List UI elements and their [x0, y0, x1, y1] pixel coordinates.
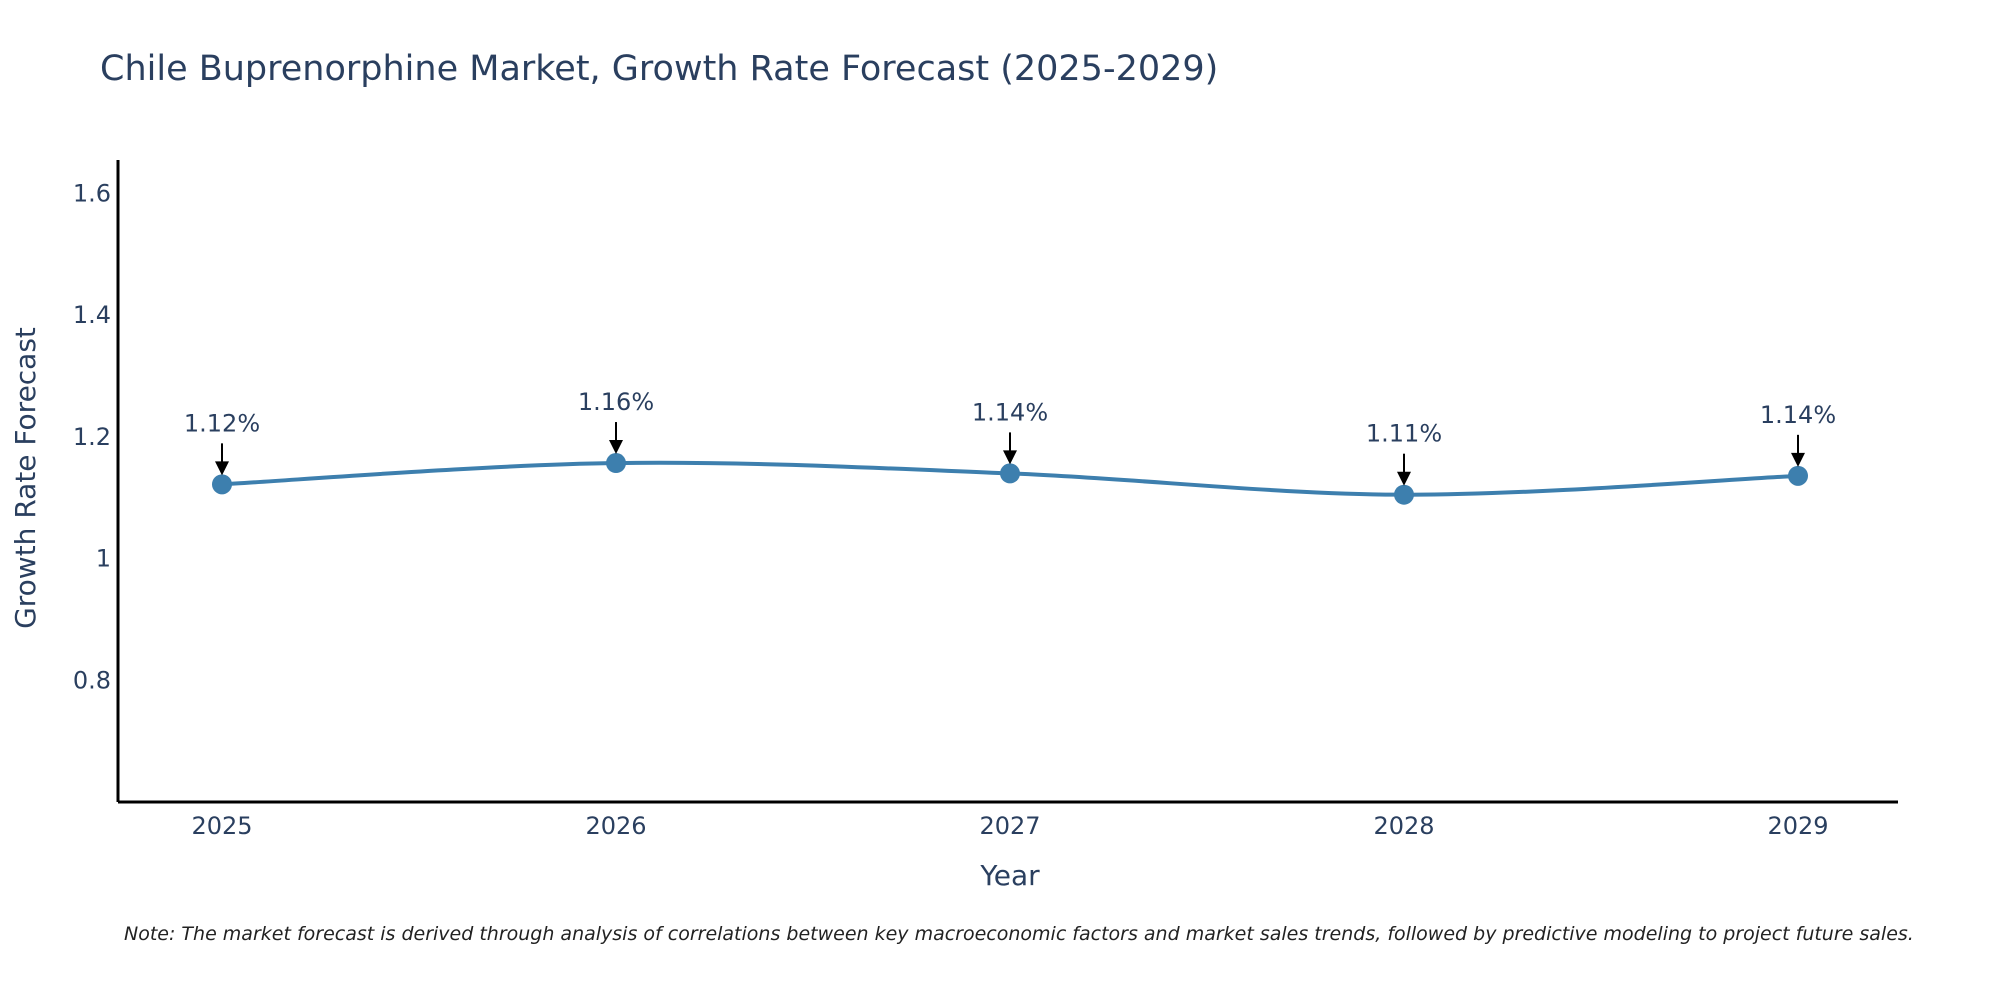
y-tick-label: 1.4 [73, 301, 111, 329]
y-tick-label: 0.8 [73, 666, 111, 694]
footnote: Note: The market forecast is derived thr… [124, 923, 1914, 945]
annotation-arrow-head [1003, 450, 1017, 465]
x-tick-label: 2028 [1373, 812, 1434, 840]
x-axis-ticks: 2025 2026 2027 2028 2029 [191, 812, 1828, 840]
data-point [212, 474, 232, 495]
annotation-arrow-head [609, 440, 623, 455]
annotation-arrow-head [1791, 452, 1805, 467]
y-axis-title: Growth Rate Forecast [9, 327, 42, 629]
data-label: 1.14% [1760, 401, 1836, 429]
y-tick-label: 1.6 [73, 179, 111, 207]
x-tick-label: 2026 [585, 812, 646, 840]
y-tick-label: 1.2 [73, 423, 111, 451]
data-label: 1.14% [972, 398, 1048, 426]
y-tick-label: 1 [96, 545, 111, 573]
data-point [1000, 463, 1020, 484]
x-axis-title: Year [979, 859, 1040, 892]
x-tick-label: 2025 [191, 812, 252, 840]
data-label: 1.12% [184, 409, 260, 437]
data-point [606, 453, 626, 474]
data-label: 1.11% [1366, 420, 1442, 448]
data-points [212, 453, 1808, 505]
chart-title: Chile Buprenorphine Market, Growth Rate … [100, 49, 1218, 89]
annotation-arrow-head [1397, 471, 1411, 486]
y-axis-ticks: 0.8 1 1.2 1.4 1.6 [73, 179, 111, 694]
data-annotations: 1.12% 1.16% 1.14% 1.11% 1.14% [184, 388, 1836, 486]
annotation-arrow-head [215, 461, 229, 476]
x-tick-label: 2029 [1767, 812, 1828, 840]
x-tick-label: 2027 [979, 812, 1040, 840]
data-point [1788, 465, 1808, 486]
data-label: 1.16% [578, 388, 654, 416]
data-point [1394, 484, 1414, 505]
